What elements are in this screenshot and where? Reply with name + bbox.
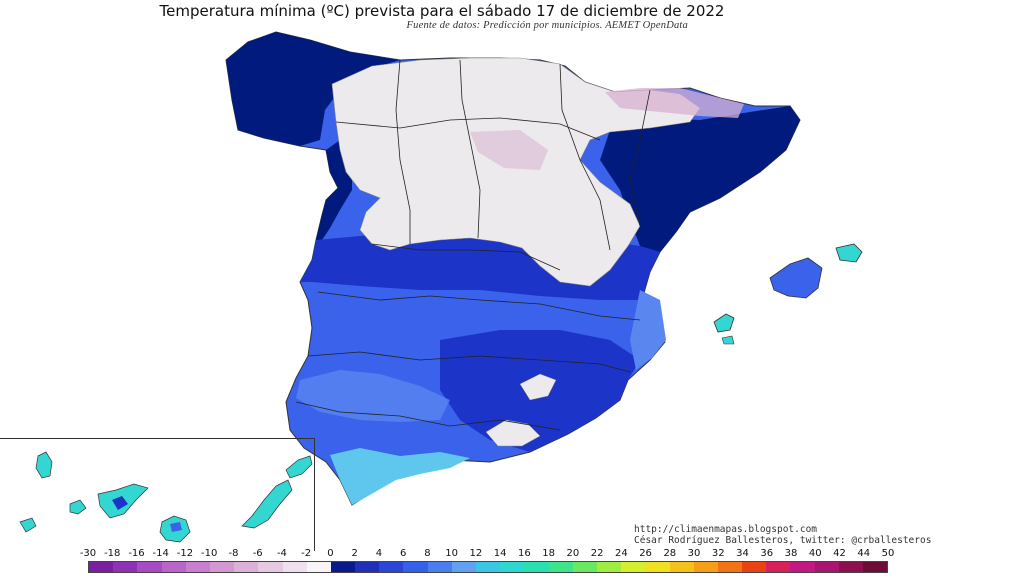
legend-tick-label: -2 [301,548,312,559]
andalusian-coast [330,448,470,505]
legend-swatch [258,562,283,572]
legend-tick-label: -10 [201,548,218,559]
teide-cold-spot [112,496,128,510]
legend-swatch [790,562,815,572]
legend-tick-label: 44 [857,548,871,559]
legend-tick-label: -18 [104,548,121,559]
legend-tick-label: -16 [128,548,145,559]
legend-swatch [548,562,573,572]
legend-tick-label: 26 [639,548,652,559]
legend-tick-label: 50 [881,548,895,559]
legend-tick-label: 12 [469,548,483,559]
canary-inset-frame [0,438,315,551]
legend-swatch [427,562,452,572]
legend-tick-label: 30 [687,548,701,559]
legend-ticks: -30 -18 -16 -14 -12 -10 -8 -6 -4 -2 0 2 4 6 8 10 12 14 16 1… [0,548,1024,562]
legend-tick-label: 34 [736,548,749,559]
northeast-cold-zone [600,106,800,252]
legend-tick-label: -8 [228,548,239,559]
legend-swatch [476,562,501,572]
legend-swatch [500,562,525,572]
legend-tick-label: 16 [517,548,531,559]
legend-swatch [621,562,646,572]
legend-tick-label: 14 [493,548,507,559]
legend-tick-label: -6 [252,548,263,559]
credit-site: http://climaenmapas.blogspot.com [634,524,818,535]
fuerteventura-island [241,479,293,529]
la-palma-island [35,451,53,479]
legend-swatch [863,562,888,572]
legend-swatch [161,562,186,572]
legend-swatch [669,562,694,572]
legend-swatch [838,562,863,572]
legend-swatch [572,562,597,572]
legend-tick-label: 40 [808,548,822,559]
formentera-island [721,335,735,345]
map-subtitle: Fuente de datos: Predicción por municipi… [406,20,688,31]
menorca-island [835,243,863,263]
legend-swatch [693,562,718,572]
legend-swatch [137,562,162,572]
legend-tick-label: -30 [79,548,97,559]
legend-tick-label: 24 [614,548,628,559]
legend-tick-label: 28 [663,548,677,559]
legend-tick-label: 36 [760,548,774,559]
el-hierro-island [19,517,37,533]
levante-coast [630,290,666,370]
gran-canaria-cold-spot [170,522,182,532]
legend-swatch [113,562,138,572]
legend-tick-label: 2 [351,548,358,559]
legend-tick-label: 6 [399,548,407,559]
legend-swatch [717,562,743,572]
cazorla-snow [519,373,557,401]
map-title: Temperatura mínima (ºC) prevista para el… [159,2,725,20]
legend-swatch [403,562,428,572]
legend-swatch [355,562,380,572]
legend-tick-label: 18 [542,548,555,559]
legend-swatch [766,562,791,572]
iberian-frost [470,130,548,170]
legend-swatch [330,562,356,572]
lanzarote-island [285,455,313,479]
legend-tick-label: 10 [445,548,458,559]
la-gomera-island [69,499,87,515]
legend-swatch [282,562,307,572]
legend-swatch [234,562,259,572]
legend-tick-label: 4 [375,548,383,559]
legend-tick-label: -14 [152,548,169,559]
legend-tick-label: 8 [424,548,431,559]
region-borders [295,59,651,431]
legend-swatch [596,562,622,572]
legend-swatch [524,562,549,572]
credit-author: César Rodríguez Ballesteros, twitter: @c… [634,535,932,546]
legend-tick-label: 32 [711,548,725,559]
legend-tick-label: 22 [590,548,604,559]
subzero-plateau [331,57,701,287]
legend-swatch [451,562,476,572]
ibiza-island [713,313,735,333]
pyrenees-frost [605,88,744,118]
legend-tick-label: -4 [276,548,287,559]
legend-tick-label: 38 [784,548,798,559]
west-cold-band [316,140,352,240]
legend-swatch [742,562,767,572]
sierra-nevada-snow [485,419,541,447]
legend-color-bar [88,561,888,573]
legend-swatch [814,562,839,572]
legend-swatch [306,562,331,572]
legend-swatch [379,562,404,572]
mallorca-island [769,257,823,299]
galicia-cold-zone [226,32,400,146]
legend-tick-label: 42 [833,548,846,559]
legend-swatch [209,562,235,572]
guadalquivir-valley [296,370,450,422]
legend-tick-label: 20 [566,548,580,559]
legend-swatch [89,562,114,572]
legend-tick-label: 0 [327,548,334,559]
legend-tick-label: -12 [176,548,194,559]
legend-swatch [185,562,210,572]
legend-swatch [645,562,670,572]
